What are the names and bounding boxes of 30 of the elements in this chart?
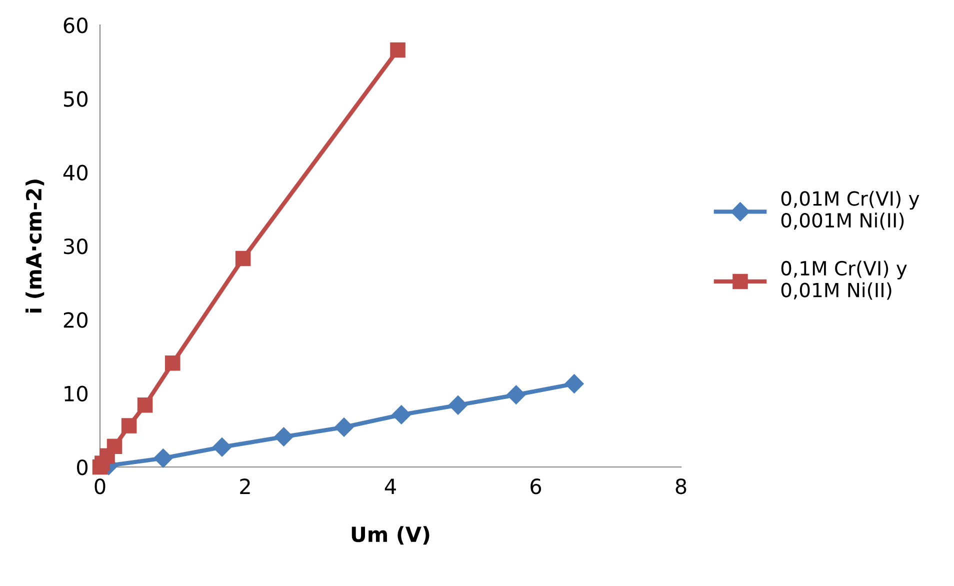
point [212,438,232,457]
point [390,42,406,58]
y-tick-label: 0 [77,459,88,476]
y-tick-label: 30 [64,238,88,254]
y-tick-label: 40 [63,164,88,181]
x-tick-label: 2 [240,478,250,494]
point [137,397,153,413]
y-axis-title: i (mA·cm-2) [26,180,44,312]
x-tick-label: 0 [94,478,106,494]
point [274,427,294,446]
point [392,405,411,424]
y-tick-label: 50 [64,91,88,107]
y-tick-label: 60 [64,17,88,34]
point [121,418,137,434]
y-tick-label: 20 [64,312,88,328]
x-tick-label: 6 [530,478,542,494]
x-tick-label: 4 [384,478,396,494]
x-axis-title: Um (V) [352,526,430,545]
legend-label: 0,01M Cr(VI) y 0,001M Ni(II) [781,190,920,230]
point [506,385,526,404]
point [106,438,122,454]
point [235,250,251,266]
y-tick-label: 10 [64,386,88,402]
legend-label: 0,1M Cr(VI) y 0,01M Ni(II) [781,260,907,300]
point [334,418,354,437]
point [564,374,584,394]
x-tick-label: 8 [676,478,686,494]
point [448,396,468,415]
point [164,355,180,371]
point [154,448,173,468]
